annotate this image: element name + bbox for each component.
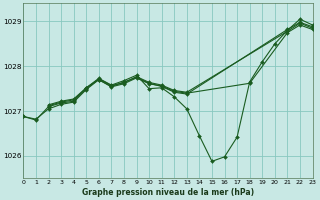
- X-axis label: Graphe pression niveau de la mer (hPa): Graphe pression niveau de la mer (hPa): [82, 188, 254, 197]
